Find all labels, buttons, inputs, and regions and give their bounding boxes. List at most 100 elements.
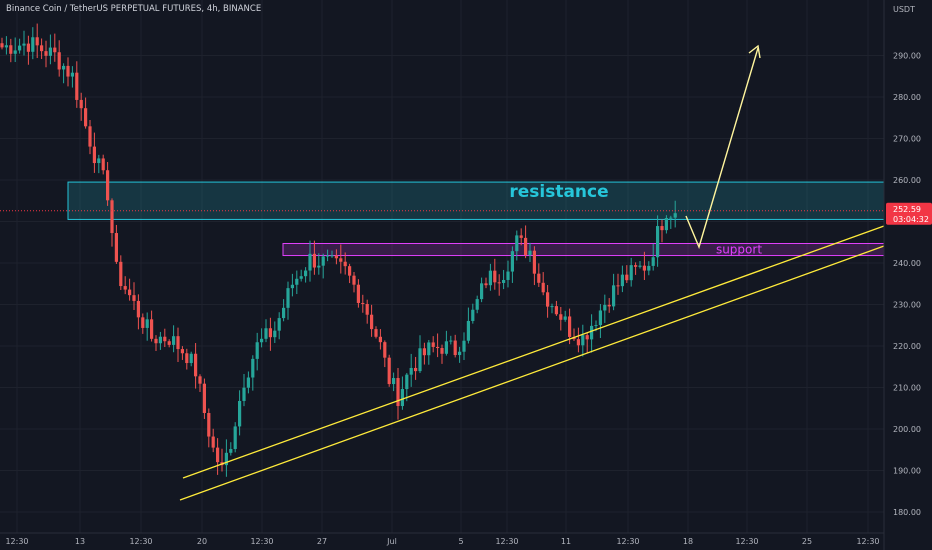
- candle: [449, 335, 453, 345]
- candle: [119, 255, 123, 290]
- price-tick-label: 230.00: [893, 301, 921, 310]
- candle: [207, 408, 211, 448]
- candle: [48, 34, 52, 65]
- candle: [497, 274, 501, 296]
- candle: [620, 265, 624, 293]
- candle: [163, 328, 167, 347]
- support-zone: [282, 242, 885, 257]
- candle: [603, 294, 607, 323]
- candle: [110, 198, 114, 247]
- candle: [308, 240, 312, 282]
- candle: [352, 272, 356, 293]
- candle: [123, 276, 127, 295]
- time-tick-label: 18: [683, 537, 693, 546]
- candle: [299, 269, 303, 282]
- time-tick-label: 11: [561, 537, 571, 546]
- candle: [524, 225, 528, 259]
- candle: [4, 36, 8, 55]
- candle: [475, 295, 479, 314]
- candle: [541, 272, 545, 296]
- candle: [392, 372, 396, 392]
- candle: [356, 279, 360, 308]
- candle: [563, 310, 567, 322]
- candle: [642, 251, 646, 280]
- price-tick-label: 280.00: [893, 93, 921, 102]
- candle: [172, 325, 176, 353]
- candle: [334, 249, 338, 265]
- candle: [211, 428, 215, 453]
- candle: [180, 346, 184, 360]
- chart-title: Binance Coin / TetherUS PERPETUAL FUTURE…: [6, 4, 262, 14]
- grid: [0, 0, 884, 533]
- candle: [488, 263, 492, 291]
- candle: [651, 243, 655, 271]
- candle: [264, 319, 268, 343]
- candle: [62, 63, 66, 84]
- time-tick-label: 27: [317, 537, 327, 546]
- candle: [141, 313, 145, 334]
- candle: [13, 37, 17, 63]
- candle: [246, 371, 250, 394]
- resistance-zone: [67, 181, 885, 220]
- candle: [546, 284, 550, 318]
- candle: [92, 132, 96, 173]
- candle: [370, 304, 374, 337]
- candle: [277, 312, 281, 340]
- candle: [414, 356, 418, 380]
- candle: [268, 317, 272, 351]
- bar-countdown: 03:04:32: [893, 215, 929, 224]
- candle: [132, 282, 136, 311]
- candle: [202, 378, 206, 419]
- candle: [167, 339, 171, 348]
- candle: [471, 303, 475, 324]
- time-tick-label: 5: [458, 537, 463, 546]
- projection-path: [685, 47, 759, 250]
- candle: [158, 331, 162, 350]
- support-label: support: [716, 243, 762, 257]
- time-tick-label: 12:30: [250, 537, 273, 546]
- candle: [251, 355, 255, 391]
- candle: [581, 324, 585, 357]
- candle: [150, 310, 154, 342]
- resistance-label: resistance: [509, 182, 608, 202]
- candle: [194, 343, 198, 389]
- candle: [625, 265, 629, 283]
- candle: [326, 249, 330, 262]
- candle: [114, 224, 118, 264]
- candle: [145, 312, 149, 341]
- candle: [66, 57, 70, 87]
- candle: [440, 344, 444, 364]
- candle: [550, 303, 554, 314]
- candle: [339, 244, 343, 274]
- candle: [128, 278, 132, 301]
- candle: [383, 340, 387, 368]
- candle: [453, 334, 457, 358]
- candle: [26, 35, 30, 65]
- candle: [458, 346, 462, 363]
- candle: [106, 162, 110, 206]
- arrow-head: [748, 44, 761, 59]
- candle: [554, 300, 558, 316]
- trendline-lower: [179, 245, 885, 501]
- projection-arrow: [685, 44, 761, 250]
- candle: [422, 342, 426, 365]
- candle: [669, 215, 673, 229]
- candle: [559, 306, 563, 331]
- candle: [537, 263, 541, 287]
- candle: [590, 314, 594, 353]
- candle: [444, 330, 448, 356]
- candle: [484, 277, 488, 289]
- candle: [57, 40, 61, 77]
- candle: [576, 327, 580, 353]
- time-tick-label: 12:30: [735, 537, 758, 546]
- candle: [88, 120, 92, 155]
- candle: [528, 242, 532, 263]
- candle: [656, 215, 660, 267]
- candle: [387, 354, 391, 387]
- candle: [660, 219, 664, 243]
- candle: [185, 348, 189, 370]
- candle: [330, 250, 334, 258]
- candles: [0, 23, 677, 477]
- candle: [189, 351, 193, 367]
